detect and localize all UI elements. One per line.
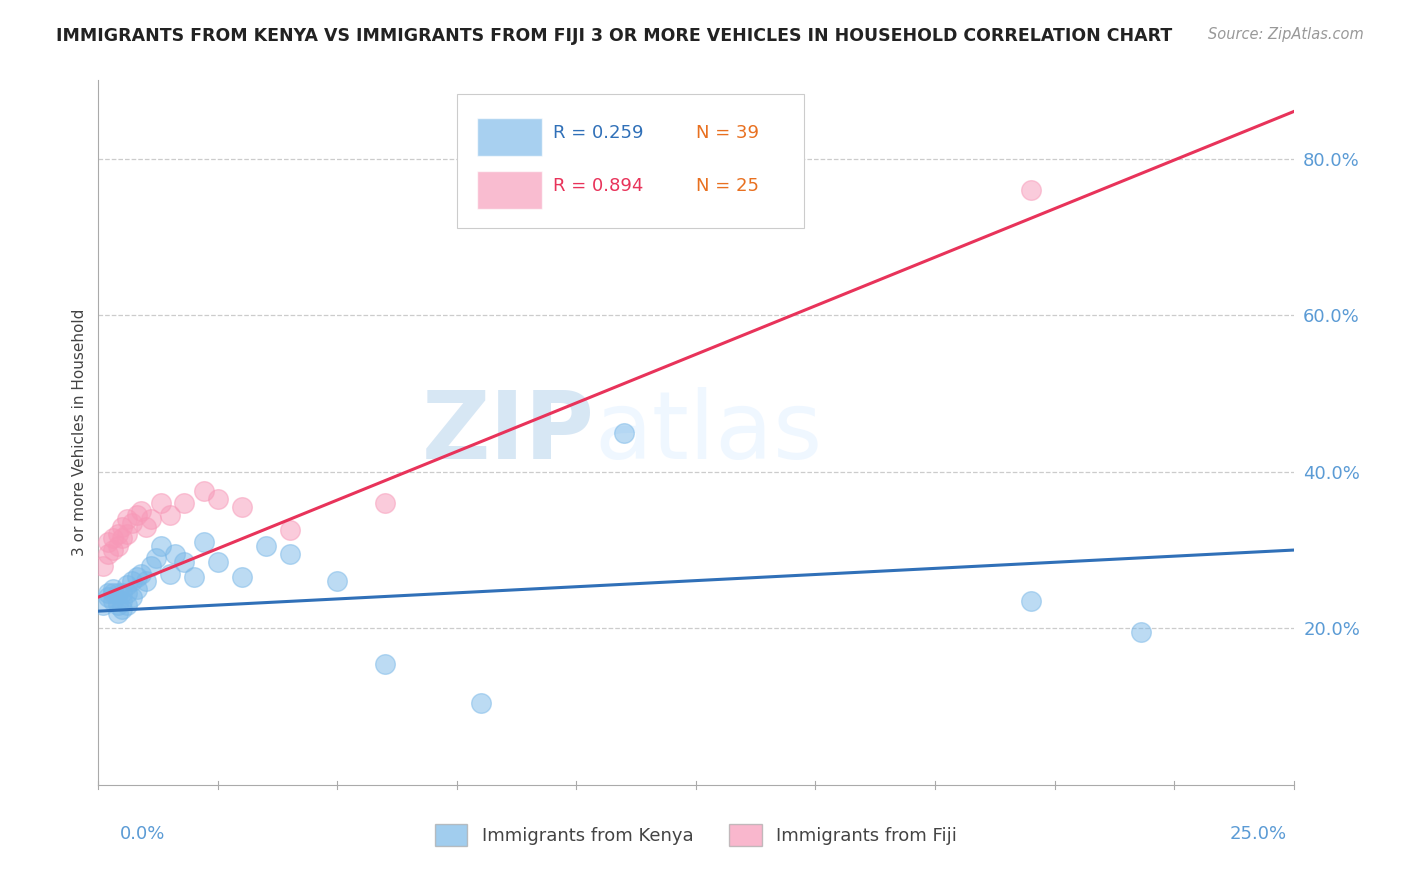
- Text: R = 0.894: R = 0.894: [553, 177, 643, 195]
- Text: ZIP: ZIP: [422, 386, 595, 479]
- Point: [1019, 594, 1042, 608]
- Point: [97, 590, 120, 604]
- Point: [149, 539, 172, 553]
- Point: [111, 594, 134, 608]
- Point: [374, 657, 396, 671]
- Point: [115, 527, 138, 541]
- Point: [470, 696, 492, 710]
- Point: [115, 512, 138, 526]
- Text: Source: ZipAtlas.com: Source: ZipAtlas.com: [1208, 27, 1364, 42]
- Point: [173, 555, 195, 569]
- Point: [115, 586, 138, 600]
- Point: [101, 532, 124, 546]
- Point: [231, 570, 253, 584]
- Point: [107, 586, 129, 600]
- Text: atlas: atlas: [595, 386, 823, 479]
- Point: [374, 496, 396, 510]
- FancyBboxPatch shape: [477, 171, 541, 210]
- Point: [135, 519, 157, 533]
- Point: [111, 601, 134, 615]
- Point: [1019, 183, 1042, 197]
- Point: [254, 539, 277, 553]
- Point: [278, 547, 301, 561]
- Point: [115, 598, 138, 612]
- Text: 0.0%: 0.0%: [120, 825, 165, 843]
- Point: [111, 532, 134, 546]
- Point: [139, 512, 162, 526]
- Text: IMMIGRANTS FROM KENYA VS IMMIGRANTS FROM FIJI 3 OR MORE VEHICLES IN HOUSEHOLD CO: IMMIGRANTS FROM KENYA VS IMMIGRANTS FROM…: [56, 27, 1173, 45]
- Point: [101, 582, 124, 597]
- Text: R = 0.259: R = 0.259: [553, 124, 643, 142]
- Point: [163, 547, 186, 561]
- Point: [326, 574, 349, 589]
- Text: N = 39: N = 39: [696, 124, 759, 142]
- Point: [131, 566, 153, 581]
- Point: [278, 524, 301, 538]
- Point: [231, 500, 253, 514]
- FancyBboxPatch shape: [457, 95, 804, 228]
- Point: [193, 484, 215, 499]
- Text: 25.0%: 25.0%: [1229, 825, 1286, 843]
- Y-axis label: 3 or more Vehicles in Household: 3 or more Vehicles in Household: [72, 309, 87, 557]
- Point: [149, 496, 172, 510]
- Point: [111, 519, 134, 533]
- Point: [107, 598, 129, 612]
- Point: [107, 539, 129, 553]
- Point: [173, 496, 195, 510]
- Point: [1129, 625, 1152, 640]
- Point: [145, 550, 167, 565]
- FancyBboxPatch shape: [477, 119, 541, 156]
- Point: [115, 578, 138, 592]
- Point: [207, 492, 229, 507]
- Point: [193, 535, 215, 549]
- Point: [183, 570, 205, 584]
- Point: [91, 558, 114, 573]
- Point: [207, 555, 229, 569]
- Point: [121, 516, 143, 530]
- Point: [125, 582, 148, 597]
- Point: [101, 594, 124, 608]
- Point: [107, 606, 129, 620]
- Point: [101, 586, 124, 600]
- Text: N = 25: N = 25: [696, 177, 759, 195]
- Point: [613, 425, 636, 440]
- Point: [139, 558, 162, 573]
- Point: [107, 527, 129, 541]
- Point: [135, 574, 157, 589]
- Point: [125, 508, 148, 522]
- Point: [97, 535, 120, 549]
- Point: [91, 598, 114, 612]
- Point: [97, 586, 120, 600]
- Point: [101, 543, 124, 558]
- Point: [159, 566, 181, 581]
- Point: [121, 590, 143, 604]
- Point: [97, 547, 120, 561]
- Legend: Immigrants from Kenya, Immigrants from Fiji: Immigrants from Kenya, Immigrants from F…: [427, 817, 965, 854]
- Point: [125, 570, 148, 584]
- Point: [111, 586, 134, 600]
- Point: [121, 574, 143, 589]
- Point: [159, 508, 181, 522]
- Point: [131, 504, 153, 518]
